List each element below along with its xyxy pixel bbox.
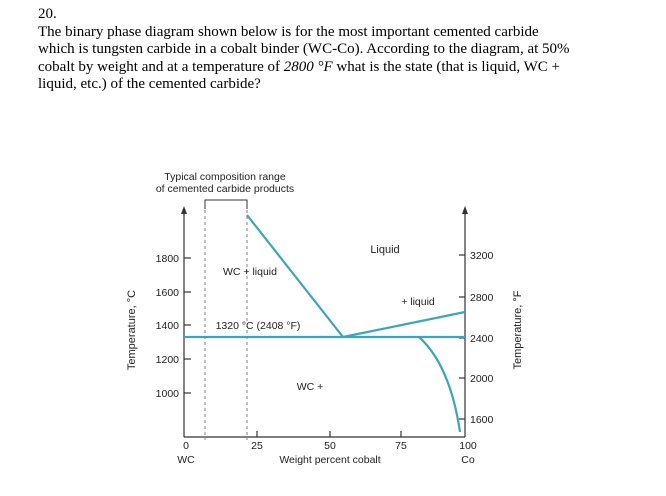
x-end-wc: WC bbox=[177, 454, 195, 466]
range-bracket bbox=[204, 199, 248, 209]
range-dashed-lines bbox=[204, 210, 248, 440]
left-tick-1200: 1200 bbox=[156, 354, 180, 366]
question-line-4: liquid, etc.) of the cemented carbide? bbox=[38, 76, 261, 92]
x-tick-0: 0 bbox=[183, 440, 189, 452]
question-text: 20. The binary phase diagram shown below… bbox=[38, 6, 648, 94]
right-tick-3200: 3200 bbox=[470, 250, 494, 262]
question-number: 20. bbox=[38, 6, 57, 22]
x-tick-25: 25 bbox=[251, 440, 263, 452]
question-temperature: 2800 °F bbox=[283, 58, 333, 75]
phase-boundaries bbox=[184, 214, 466, 433]
eutectic-label: 1320 °C (2408 °F) bbox=[216, 320, 301, 332]
liquidus-wc bbox=[246, 214, 344, 338]
region-liquid: Liquid bbox=[370, 244, 399, 256]
left-tick-1400: 1400 bbox=[156, 320, 180, 332]
right-tick-1600: 1600 bbox=[470, 414, 494, 426]
left-tick-1600: 1600 bbox=[156, 287, 180, 299]
range-label-line-1: Typical composition range bbox=[164, 171, 286, 183]
left-tick-1800: 1800 bbox=[156, 253, 180, 265]
question-line-1: The binary phase diagram shown below is … bbox=[38, 23, 539, 40]
x-axis-title: Weight percent cobalt bbox=[279, 454, 380, 466]
question-line-2: which is tungsten carbide in a cobalt bi… bbox=[38, 41, 570, 57]
right-tick-2400: 2400 bbox=[470, 333, 494, 345]
x-tick-50: 50 bbox=[324, 440, 336, 452]
x-tick-75: 75 bbox=[395, 440, 407, 452]
solvus-co bbox=[418, 336, 462, 433]
x-end-co: Co bbox=[461, 454, 475, 466]
range-label-line-2: of cemented carbide products bbox=[156, 183, 294, 195]
region-plus-liquid: + liquid bbox=[401, 296, 435, 308]
left-axis-arrow bbox=[181, 206, 187, 214]
liquidus-co bbox=[342, 310, 466, 339]
bottom-axis bbox=[184, 431, 465, 438]
left-tick-1000: 1000 bbox=[156, 388, 180, 400]
right-axis-title: Temperature, °F bbox=[512, 290, 524, 369]
region-wc-plus: WC + bbox=[297, 381, 324, 393]
region-wc-liquid: WC + liquid bbox=[223, 266, 277, 278]
left-axis bbox=[183, 212, 191, 437]
question-line-3: cobalt by weight and at a temperature of… bbox=[38, 59, 648, 77]
right-axis bbox=[459, 212, 466, 437]
question-line-3-end: what is the state (that is liquid, WC + bbox=[332, 58, 560, 75]
right-tick-2000: 2000 bbox=[470, 373, 494, 385]
right-axis-arrow bbox=[462, 206, 468, 214]
question-line-3-start: cobalt by weight and at a temperature of bbox=[38, 58, 284, 75]
right-tick-2800: 2800 bbox=[470, 292, 494, 304]
left-axis-title: Temperature, °C bbox=[126, 290, 138, 370]
x-tick-100: 100 bbox=[459, 440, 477, 452]
